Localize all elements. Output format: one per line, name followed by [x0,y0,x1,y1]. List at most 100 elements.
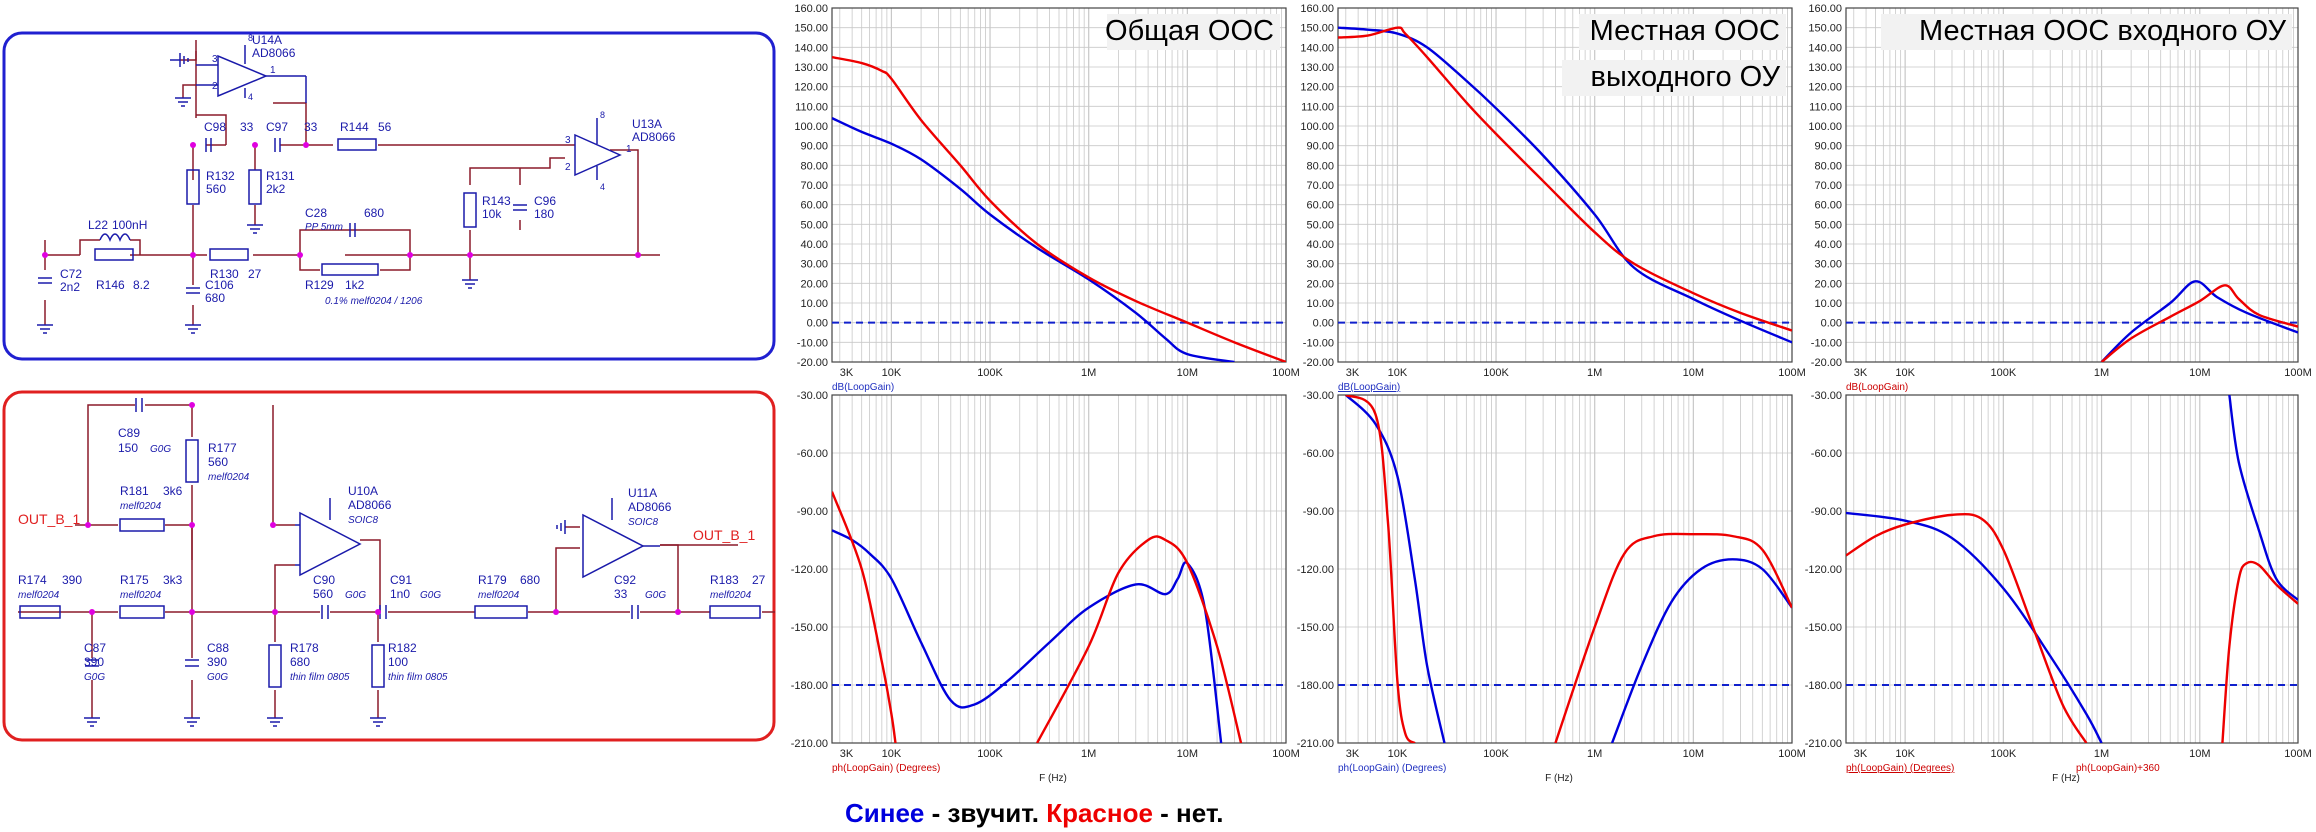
opamp-u10a [299,511,362,577]
y-tick-label: -60.00 [1811,448,1842,460]
y-tick-label: 120.00 [794,82,828,94]
part-ref: U14A [252,33,282,47]
caption-blue: Синее [845,798,924,828]
x-tick-label: 100M [1778,748,1806,760]
y-tick-label: 40.00 [1814,239,1842,251]
y-tick-label: 40.00 [800,239,828,251]
part-label: C72 [60,267,82,281]
part-label: 56 [378,120,392,134]
y-tick-label: 130.00 [794,62,828,74]
part-label: R181 [120,484,149,498]
plot-axes: -30.00 -60.00 -90.00 -120.00 -150.00 -180.00 -… [1297,390,1806,760]
opamp-u11a [582,513,645,579]
plot-frame [831,7,1287,363]
plot-frame [831,394,1287,744]
y-tick-label: -60.00 [797,448,828,460]
y-tick-label: 60.00 [1814,200,1842,212]
opamp-u14a [217,54,268,98]
plot-title: Местная ООС выходного ОУ [1562,14,1786,96]
y-tick-label: 120.00 [1808,82,1842,94]
part-label: R179 [478,573,507,587]
x-tick-label: 3K [1346,367,1360,379]
x-tick-label: 1M [2094,748,2109,760]
y-tick-label: 90.00 [1306,141,1334,153]
y-tick-label: 130.00 [1808,62,1842,74]
schematic-top [2,31,776,361]
y-tick-label: -10.00 [1811,337,1842,349]
y-tick-label: 0.00 [807,318,828,330]
part-label: R132 [206,169,235,183]
part-label: G0G [150,444,171,455]
y-tick-label: -10.00 [797,337,828,349]
y-tick-label: 100.00 [1300,121,1334,133]
series-line-red [1345,395,1416,743]
y-tick-label: 130.00 [1300,62,1334,74]
y-tick-label: 10.00 [800,298,828,310]
pin-label: 3 [565,135,571,146]
y-tick-label: -180.00 [1297,680,1334,692]
schematic-bottom [2,390,776,742]
part-label: melf0204 [120,590,162,601]
caption-red-rest: - нет. [1153,798,1224,828]
y-tick-label: 60.00 [1306,200,1334,212]
x-tick-label: 10K [1388,367,1408,379]
y-tick-label: 0.00 [1821,318,1842,330]
part-label: 100 [388,655,408,669]
x-axis-label: F (Hz) [2052,773,2080,784]
part-label: melf0204 [710,590,752,601]
part-label: C97 [266,120,288,134]
x-tick-label: 10M [1683,748,1704,760]
title-bg [1562,60,1786,96]
y-tick-label: -180.00 [1805,680,1842,692]
pin-label: 2 [212,81,218,92]
part-label: SOIC8 [348,515,378,526]
x-axis-label: F (Hz) [1545,773,1573,784]
y-tick-label: 80.00 [1306,160,1334,172]
y-tick-label: -60.00 [1303,448,1334,460]
part-label: melf0204 [18,590,60,601]
y-tick-label: 70.00 [1306,180,1334,192]
y-tick-label: -120.00 [791,564,828,576]
pin-label: 8 [600,110,605,120]
schematic-bottom-frame [2,390,776,742]
y-tick-label: 140.00 [1300,42,1334,54]
pin-label: 1 [270,65,276,76]
part-label: 33 [240,120,254,134]
plot-frame [1337,394,1793,744]
y-tick-label: -20.00 [1303,357,1334,369]
y-tick-label: -210.00 [791,738,828,750]
part-label: melf0204 [120,501,162,512]
part-label: thin film 0805 [290,672,350,683]
y-tick-label: 70.00 [800,180,828,192]
x-tick-label: 1M [1081,748,1096,760]
part-label: C98 [204,120,226,134]
part-label: C90 [313,573,335,587]
part-label: C87 [84,641,106,655]
plot-frame [1845,7,2299,363]
y-tick-label: -10.00 [1303,337,1334,349]
part-label: C89 [118,426,140,440]
x-tick-label: 1M [1587,367,1602,379]
y-tick-label: 50.00 [1814,219,1842,231]
y-tick-label: 160.00 [1808,3,1842,15]
part-label: melf0204 [478,590,520,601]
y-tick-label: 160.00 [794,3,828,15]
part-label: 27 [248,267,262,281]
title-bg [1881,14,2292,50]
part-label: 3k6 [163,484,183,498]
y-axis-label: dB(LoopGain) [832,382,894,393]
y-tick-label: 10.00 [1306,298,1334,310]
part-label: G0G [645,590,666,601]
y-axis-label: ph(LoopGain) (Degrees) [832,763,940,774]
x-tick-label: 100K [1990,748,2016,760]
x-tick-label: 3K [840,748,854,760]
x-tick-label: 100K [977,748,1003,760]
part-label: 1k2 [345,278,365,292]
y-axis-label: dB(LoopGain) [1338,382,1400,393]
part-label: 3k3 [163,573,183,587]
pin-label: 1 [626,144,632,155]
part-label: C91 [390,573,412,587]
x-tick-label: 3K [1854,367,1868,379]
y-axis-label: ph(LoopGain)+360 [2076,763,2160,774]
pin-label: 4 [248,92,253,102]
